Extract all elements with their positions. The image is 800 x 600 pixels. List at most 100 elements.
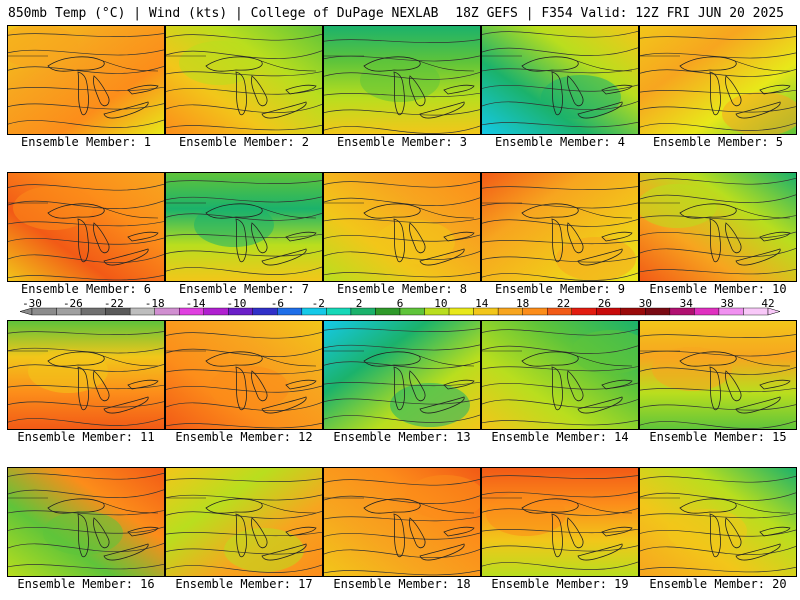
temperature-blob [405,475,480,519]
temperature-field [8,468,164,576]
coastline [521,498,579,514]
height-contour [324,569,480,576]
height-contour [8,563,164,570]
coastline [709,218,721,263]
height-contour [640,36,796,40]
temperature-field [640,173,796,281]
height-contour [166,212,322,221]
scale-tick-label: 6 [396,297,404,310]
ensemble-map-panel [165,467,323,577]
coastline [93,370,110,402]
ensemble-map-panel [7,172,165,282]
border-line [166,202,317,219]
border-line [324,55,475,72]
height-contour [8,237,164,245]
coastline [251,75,268,107]
map-title: 850mb Temp (°C) | Wind (kts) | College o… [8,6,439,21]
height-contour [8,489,164,498]
height-contour [166,385,322,393]
height-contour [640,492,796,501]
coastline [443,379,475,390]
height-contour [166,266,322,275]
ensemble-map-panel [481,25,639,135]
height-contour [8,331,164,335]
height-contour [166,50,322,59]
height-contour [482,475,638,479]
temperature-blob [224,528,304,572]
border-line [482,497,633,514]
height-contour [8,65,164,74]
height-contour [324,39,480,43]
height-contour [166,250,322,257]
coastline [127,379,159,390]
height-contour [166,33,322,41]
coastline [551,218,563,263]
border-line [640,55,791,72]
ensemble-member-label: Ensemble Member: 14 [491,430,629,444]
ensemble-member-label: Ensemble Member: 8 [336,282,468,296]
ensemble-member-label: Ensemble Member: 11 [17,430,155,444]
height-contour [8,119,164,128]
height-contour [640,52,796,59]
coastline [759,84,791,95]
temperature-blob [13,186,93,230]
coastline [235,366,247,411]
height-contour [324,516,480,522]
coastline [261,101,307,119]
coastline [419,396,465,414]
ensemble-member-label: Ensemble Member: 18 [333,577,471,591]
height-contour [8,417,164,426]
scale-tick-label: 14 [475,297,489,310]
coastline [285,526,317,537]
temperature-blob [486,492,566,536]
ensemble-map-panel [639,25,797,135]
temperature-field [482,468,638,576]
height-contour [8,253,164,264]
coastline [77,513,89,558]
ensemble-member-label: Ensemble Member: 13 [333,430,471,444]
coastline [759,526,791,537]
coastline [419,248,465,266]
ensemble-member-label: Ensemble Member: 6 [20,282,152,296]
scale-tick-label: -26 [62,297,83,310]
coastline [393,71,405,116]
height-contour [324,398,480,405]
scale-tick-label: -6 [270,297,284,310]
coastline [725,75,742,107]
ensemble-member-label: Ensemble Member: 12 [175,430,313,444]
coastline [735,101,781,119]
height-contour [166,478,322,482]
ensemble-member-label: Ensemble Member: 15 [649,430,787,444]
coastline [443,231,475,242]
ensemble-map-panel [165,320,323,430]
coastline [759,379,791,390]
coastline [285,231,317,242]
coastline [709,513,721,558]
ensemble-member-label: Ensemble Member: 4 [494,135,626,149]
ensemble-member-label: Ensemble Member: 10 [649,282,787,296]
scale-tick-label: -18 [144,297,165,310]
height-contour [324,71,480,80]
coastline [709,71,721,116]
coastline [127,526,159,537]
border-line [324,350,475,367]
scale-tick-label: 30 [638,297,652,310]
height-contour [482,345,638,354]
height-contour [324,218,480,224]
coastline [725,517,742,549]
temperature-field [8,26,164,134]
height-contour [640,268,796,275]
height-contour [482,84,638,92]
height-contour [324,381,480,387]
coastline [251,370,268,402]
scale-tick-label: 10 [434,297,448,310]
temperature-field [166,26,322,134]
height-contour [482,561,638,570]
model-valid-time: 18Z GEFS | F354 Valid: 12Z FRI JUN 20 20… [455,6,784,21]
scale-swatch [571,307,597,316]
height-contour [482,100,638,111]
height-contour [8,274,164,281]
scale-tick-label: 22 [556,297,571,310]
temperature-field [166,468,322,576]
temperature-blob [375,220,455,264]
